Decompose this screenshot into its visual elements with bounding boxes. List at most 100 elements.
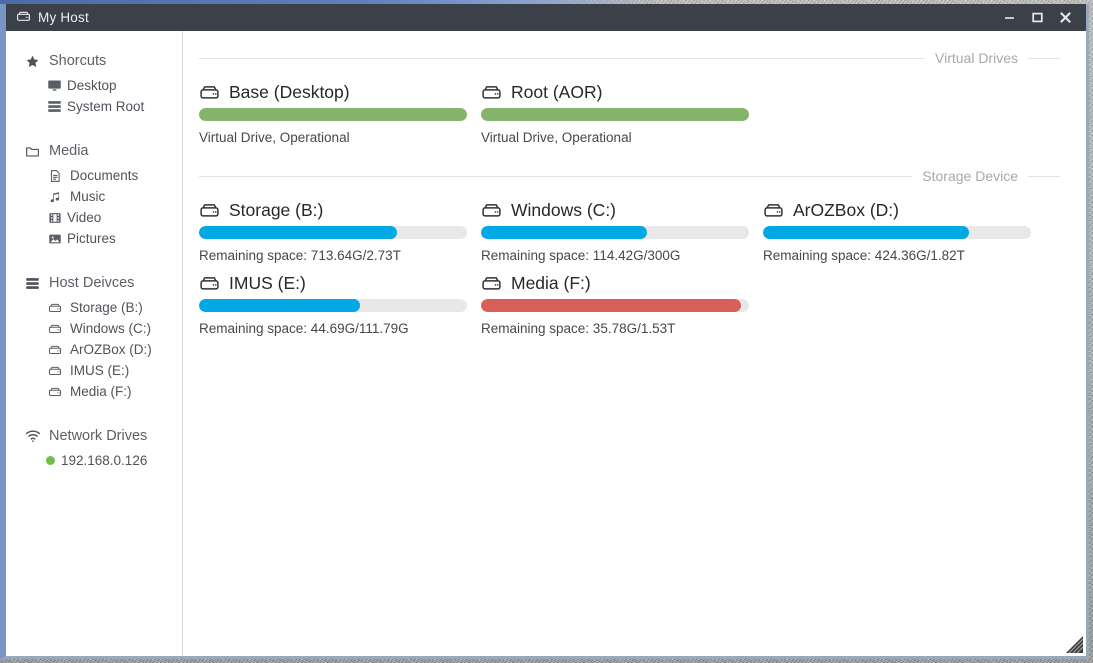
sidebar: Shorcuts Desktop [6,31,183,656]
drive-subtitle: Remaining space: 44.69G/111.79G [199,321,409,336]
film-icon [46,211,63,225]
usage-bar-fill [481,299,741,312]
sidebar-item-network-host[interactable]: 192.168.0.126 [6,450,182,471]
hard-drive-icon [46,385,63,399]
section-header-virtual-drives: Virtual Drives [199,50,1060,66]
status-dot-icon [46,456,55,465]
sidebar-item-label: Documents [70,168,139,183]
window-titlebar[interactable]: My Host [6,4,1086,31]
usage-bar-fill [199,108,467,121]
sidebar-group-shorcuts: Shorcuts Desktop [6,47,182,117]
sidebar-item-music[interactable]: Music [6,186,182,207]
sidebar-item-label: Media (F:) [70,384,132,399]
section-title: Storage Device [922,168,1018,184]
sidebar-item-system-root[interactable]: System Root [6,96,182,117]
sidebar-spacer [6,406,182,422]
sidebar-group-network-drives: Network Drives 192.168.0.126 [6,422,182,471]
sidebar-header-media[interactable]: Media [6,137,182,165]
sidebar-item-imus-e[interactable]: IMUS (E:) [6,360,182,381]
drive-header: Storage (B:) [199,200,467,221]
sidebar-spacer [6,121,182,137]
hard-drive-icon [199,82,220,103]
hard-drive-icon [199,273,220,294]
sidebar-item-label: ArOZBox (D:) [70,342,152,357]
sidebar-item-label: Windows (C:) [70,321,152,336]
hard-drive-icon [46,301,63,315]
star-icon [24,54,41,69]
hard-drive-icon [16,9,31,27]
drive-name: Storage (B:) [229,200,324,220]
drive-header: Base (Desktop) [199,82,467,103]
image-icon [46,232,63,246]
drive-subtitle: Remaining space: 713.64G/2.73T [199,248,401,263]
sidebar-header-label: Host Deivces [49,275,135,291]
divider-line-right [1028,57,1060,59]
drive-card[interactable]: Storage (B:) Remaining space: 713.64G/2.… [199,194,467,267]
sidebar-item-label: IMUS (E:) [70,363,130,378]
drive-card[interactable]: Media (F:) Remaining space: 35.78G/1.53T [481,267,749,340]
sidebar-group-media: Media Documents [6,137,182,249]
sidebar-item-arozbox-d[interactable]: ArOZBox (D:) [6,339,182,360]
sidebar-item-media-f[interactable]: Media (F:) [6,381,182,402]
sidebar-header-host-devices[interactable]: Host Deivces [6,269,182,297]
usage-bar-fill [481,226,648,239]
drive-card[interactable]: IMUS (E:) Remaining space: 44.69G/111.79… [199,267,467,340]
sidebar-item-label: Storage (B:) [70,300,143,315]
window-body: Shorcuts Desktop [6,31,1086,656]
drive-name: Windows (C:) [511,200,617,220]
hard-drive-icon [481,273,502,294]
usage-bar-track [481,108,749,121]
divider-line-left [199,175,913,177]
usage-bar-track [481,226,749,239]
sidebar-item-label: Music [70,189,106,204]
sidebar-item-label: System Root [67,99,145,114]
sidebar-item-label: Desktop [67,78,117,93]
maximize-icon[interactable] [1030,10,1045,25]
drive-name: ArOZBox (D:) [793,200,899,220]
sidebar-item-documents[interactable]: Documents [6,165,182,186]
sidebar-header-shorcuts[interactable]: Shorcuts [6,47,182,75]
window-resize-grip[interactable] [1066,636,1083,653]
sidebar-item-label: Pictures [67,231,116,246]
usage-bar-track [199,226,467,239]
sidebar-group-host-devices: Host Deivces Storage (B:) [6,269,182,402]
window-controls [1002,10,1086,25]
usage-bar-track [763,226,1031,239]
virtual-drives-grid: Base (Desktop) Virtual Drive, Operationa… [199,76,1060,149]
drive-card[interactable]: Base (Desktop) Virtual Drive, Operationa… [199,76,467,149]
sidebar-header-label: Media [49,143,89,159]
drive-header: Windows (C:) [481,200,749,221]
close-icon[interactable] [1058,10,1073,25]
hard-drive-icon [46,322,63,336]
hard-drive-icon [46,343,63,357]
sidebar-item-desktop[interactable]: Desktop [6,75,182,96]
drive-subtitle: Virtual Drive, Operational [481,130,632,145]
drive-subtitle: Remaining space: 424.36G/1.82T [763,248,965,263]
section-title: Virtual Drives [935,50,1018,66]
drive-subtitle: Remaining space: 114.42G/300G [481,248,681,263]
sidebar-item-storage-b[interactable]: Storage (B:) [6,297,182,318]
drive-header: Root (AOR) [481,82,749,103]
sidebar-item-label: 192.168.0.126 [61,453,148,468]
drive-card[interactable]: Root (AOR) Virtual Drive, Operational [481,76,749,149]
divider-line-left [199,57,925,59]
drive-card[interactable]: ArOZBox (D:) Remaining space: 424.36G/1.… [763,194,1031,267]
server-stack-icon [24,276,41,291]
drive-header: IMUS (E:) [199,273,467,294]
sidebar-item-pictures[interactable]: Pictures [6,228,182,249]
drive-name: Root (AOR) [511,82,603,102]
titlebar-left: My Host [6,9,1002,27]
sidebar-item-windows-c[interactable]: Windows (C:) [6,318,182,339]
divider-line-right [1028,175,1060,177]
document-icon [46,169,63,183]
usage-bar-fill [199,299,360,312]
drive-name: IMUS (E:) [229,273,306,293]
app-window: My Host [0,4,1089,659]
music-note-icon [46,190,63,204]
window-title: My Host [38,10,89,25]
drive-card[interactable]: Windows (C:) Remaining space: 114.42G/30… [481,194,749,267]
sidebar-header-network-drives[interactable]: Network Drives [6,422,182,450]
hard-drive-icon [46,364,63,378]
sidebar-item-video[interactable]: Video [6,207,182,228]
minimize-icon[interactable] [1002,10,1017,25]
